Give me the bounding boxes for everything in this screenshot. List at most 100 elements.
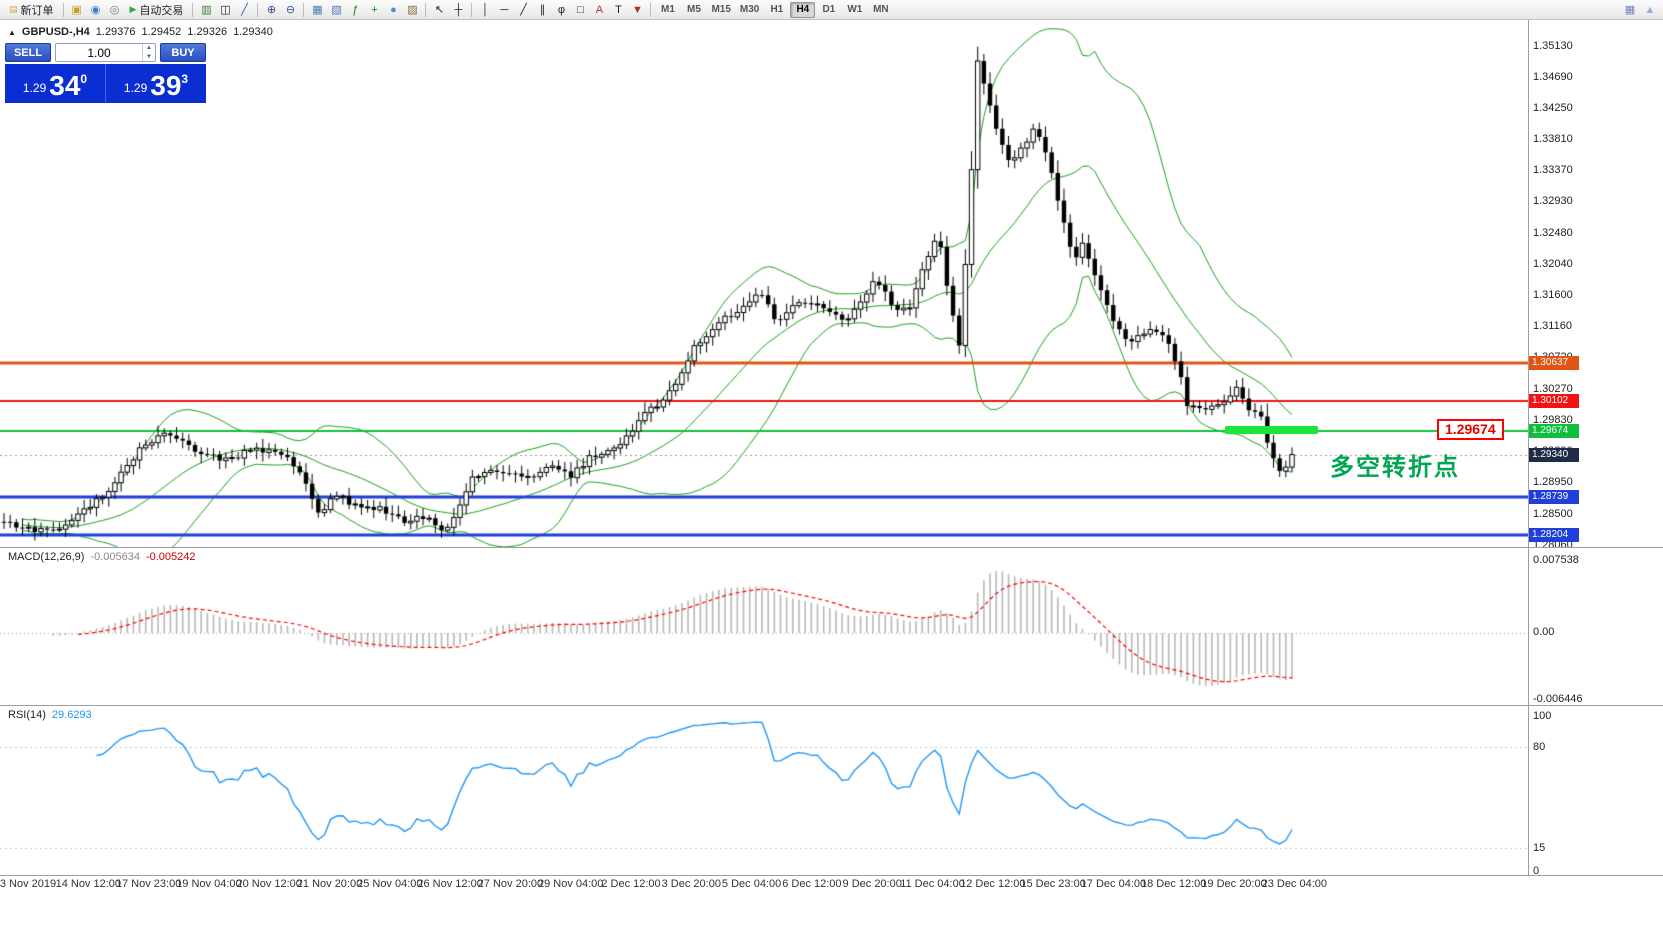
key-level-callout[interactable]: 1.29674 xyxy=(1437,419,1504,440)
price-scale-separator xyxy=(1528,20,1529,875)
rsi-panel-separator[interactable] xyxy=(0,705,1663,706)
time-axis-label: 25 Nov 04:00 xyxy=(357,878,423,890)
candlestick-chart-icon[interactable]: ◫ xyxy=(220,3,231,16)
volume-down-button[interactable]: ▼ xyxy=(146,53,152,60)
toolbar-separator xyxy=(425,2,427,17)
macd-axis-label: 0.00 xyxy=(1533,626,1555,638)
time-axis-label: 19 Nov 04:00 xyxy=(176,878,242,890)
rsi-value: 29.6293 xyxy=(51,709,92,721)
market-watch-icon[interactable]: ◉ xyxy=(90,3,101,16)
collapse-arrow-icon[interactable]: ▲ xyxy=(8,27,16,37)
time-axis-label: 26 Nov 12:00 xyxy=(417,878,483,890)
indicators-icon[interactable]: ƒ xyxy=(352,3,359,16)
add-indicator-icon[interactable]: + xyxy=(371,3,378,16)
timeframe-button-h4[interactable]: H4 xyxy=(790,1,816,18)
macd-title: MACD(12,26,9) -0.005634 -0.005242 xyxy=(8,551,196,563)
main-chart-canvas[interactable] xyxy=(0,20,1528,547)
price-axis-label: 1.34250 xyxy=(1533,102,1573,115)
shapes-icon[interactable]: □ xyxy=(577,3,584,16)
rsi-axis-label: 0 xyxy=(1533,865,1540,877)
time-axis-label: 3 Nov 2019 xyxy=(0,878,57,890)
time-axis-label: 20 Nov 12:00 xyxy=(236,878,302,890)
time-axis-label: 2 Dec 12:00 xyxy=(601,878,661,890)
trendline-icon[interactable]: ╱ xyxy=(520,3,527,16)
time-axis-label: 18 Dec 12:00 xyxy=(1140,878,1207,890)
rsi-title: RSI(14) 29.6293 xyxy=(8,709,92,721)
ohlc-close: 1.29340 xyxy=(233,26,273,38)
price-line-badge: 1.29674 xyxy=(1529,424,1579,439)
ohlc-low: 1.29326 xyxy=(187,26,228,38)
turning-point-highlight[interactable] xyxy=(1225,426,1318,434)
chart-profile-icon[interactable]: ▦ xyxy=(1624,3,1636,16)
toolbar-separator xyxy=(257,2,259,17)
time-axis-label: 6 Dec 12:00 xyxy=(782,878,842,890)
timeframe-button-mn[interactable]: MN xyxy=(873,4,889,15)
sell-button[interactable]: SELL xyxy=(5,43,51,62)
current-price-badge: 1.29340 xyxy=(1529,447,1579,462)
macd-axis-label: -0.006446 xyxy=(1533,693,1583,705)
time-axis-label: 12 Dec 12:00 xyxy=(960,878,1026,890)
toolbar-right-group: ▦ ▲ xyxy=(1621,2,1659,18)
fibonacci-icon[interactable]: φ xyxy=(557,3,565,16)
bar-chart-icon[interactable]: ▥ xyxy=(201,3,212,16)
timeframe-button-m1[interactable]: M1 xyxy=(660,4,675,15)
macd-panel-separator[interactable] xyxy=(0,547,1663,548)
channel-icon[interactable]: ∥ xyxy=(539,3,546,16)
price-axis-label: 1.32040 xyxy=(1533,258,1573,271)
timeframe-button-w1[interactable]: W1 xyxy=(847,4,863,15)
zoom-in-icon[interactable]: ⊕ xyxy=(266,3,277,16)
price-axis-label: 1.31160 xyxy=(1533,320,1572,333)
volume-up-button[interactable]: ▲ xyxy=(146,45,152,51)
label-icon[interactable]: T xyxy=(615,3,622,16)
time-axis-label: 27 Nov 20:00 xyxy=(477,878,544,890)
time-axis-label: 14 Nov 12:00 xyxy=(55,878,122,890)
cascade-windows-icon[interactable]: ▧ xyxy=(331,3,342,16)
turning-point-annotation[interactable]: 多空转折点 xyxy=(1330,454,1460,481)
rsi-chart-canvas[interactable] xyxy=(0,706,1528,875)
timeframe-button-m30[interactable]: M30 xyxy=(739,4,760,15)
buy-price-display[interactable]: 1.29 393 xyxy=(106,64,206,103)
line-chart-icon[interactable]: ╱ xyxy=(241,3,248,16)
price-line-badge: 1.28739 xyxy=(1529,490,1579,504)
timeframe-button-m5[interactable]: M5 xyxy=(686,4,701,15)
time-axis-label: 21 Nov 20:00 xyxy=(296,878,363,890)
toolbox-icon[interactable]: ▣ xyxy=(71,3,82,16)
price-axis-label: 1.32480 xyxy=(1533,227,1573,239)
symbol-header: ▲ GBPUSD-,H4 1.29376 1.29452 1.29326 1.2… xyxy=(8,26,273,38)
price-axis-label: 1.28500 xyxy=(1533,507,1573,520)
time-axis-label: 29 Nov 04:00 xyxy=(537,878,604,890)
volume-box: ▲ ▼ xyxy=(55,43,156,62)
volume-input[interactable] xyxy=(56,45,142,60)
timeframe-button-m15[interactable]: M15 xyxy=(711,4,731,15)
tile-windows-icon[interactable]: ▦ xyxy=(312,3,323,16)
horizontal-line-icon[interactable]: ─ xyxy=(500,3,509,16)
cursor-icon[interactable]: ↖ xyxy=(434,3,445,16)
period-icon[interactable]: ● xyxy=(390,3,397,16)
timeframe-button-d1[interactable]: D1 xyxy=(822,4,836,15)
new-order-button[interactable]: ▤ 新订单 xyxy=(4,1,59,18)
navigator-icon[interactable]: ◎ xyxy=(109,3,120,16)
rsi-axis-label: 100 xyxy=(1533,710,1552,722)
vertical-line-icon[interactable]: │ xyxy=(482,3,489,16)
timeframe-button-h1[interactable]: H1 xyxy=(770,4,784,15)
price-axis-label: 1.31600 xyxy=(1533,289,1573,302)
crosshair-icon[interactable]: ┼ xyxy=(454,3,463,16)
price-axis-label: 1.28950 xyxy=(1533,476,1573,489)
toolbar-separator xyxy=(650,2,652,17)
scrollbar-up-icon[interactable]: ▲ xyxy=(1644,3,1656,16)
sell-price-display[interactable]: 1.29 340 xyxy=(5,64,106,103)
zoom-out-icon[interactable]: ⊖ xyxy=(285,3,296,16)
price-axis-label: 1.35130 xyxy=(1533,40,1573,52)
templates-icon[interactable]: ▨ xyxy=(407,3,418,16)
rsi-axis-label: 15 xyxy=(1533,842,1546,854)
auto-trading-button-label: 自动交易 xyxy=(139,4,184,17)
text-icon[interactable]: A xyxy=(595,3,604,16)
price-axis-label: 1.30270 xyxy=(1533,382,1573,395)
arrows-icon[interactable]: ▼ xyxy=(631,3,643,16)
macd-chart-canvas[interactable] xyxy=(0,548,1528,705)
time-axis-label: 17 Nov 23:00 xyxy=(115,878,182,890)
auto-trading-button[interactable]: ▶ 自动交易 xyxy=(125,1,189,18)
buy-button[interactable]: BUY xyxy=(160,43,206,62)
volume-spinner: ▲ ▼ xyxy=(142,44,155,61)
